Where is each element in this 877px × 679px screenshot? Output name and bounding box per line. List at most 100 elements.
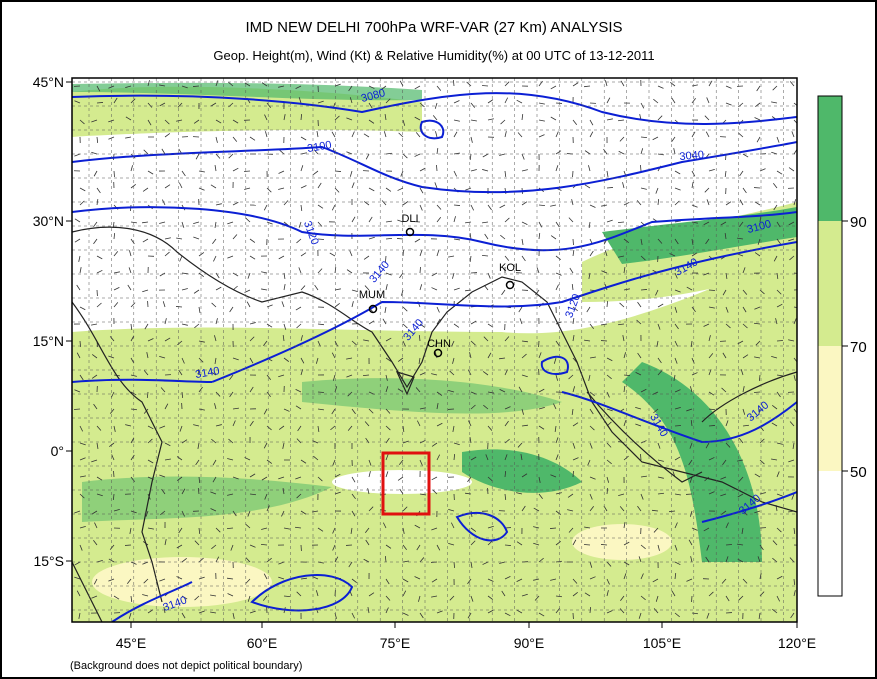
wind-barb — [689, 442, 693, 449]
wind-barb — [364, 285, 370, 291]
wind-barb — [419, 187, 424, 194]
wind-barb — [211, 438, 217, 444]
wind-barb — [738, 476, 744, 482]
wind-barb — [776, 170, 783, 175]
wind-barb — [703, 272, 710, 276]
wind-barb — [737, 237, 744, 240]
wind-barb — [317, 408, 324, 411]
wind-barb — [93, 170, 98, 177]
wind-barb — [385, 187, 392, 192]
wind-barb — [449, 595, 455, 601]
wind-barb — [159, 84, 166, 87]
wind-barb — [212, 476, 217, 483]
wind-barb — [772, 85, 778, 91]
wind-barb — [618, 255, 625, 258]
wind-barb — [708, 289, 716, 291]
wind-barb — [181, 170, 186, 177]
wind-barb — [670, 81, 676, 87]
wind-barb — [384, 114, 387, 121]
wind-barb — [772, 183, 778, 189]
wind-barb — [146, 391, 149, 399]
wind-barb — [589, 442, 593, 449]
wind-barb — [553, 403, 557, 410]
wind-barb — [214, 335, 217, 342]
wind-barb — [247, 272, 251, 279]
wind-barb — [113, 97, 118, 104]
wind-barb — [792, 442, 795, 449]
wind-barb — [113, 232, 116, 240]
wind-barb — [793, 374, 796, 381]
wind-barb — [470, 595, 474, 602]
height-contours — [72, 92, 797, 622]
wind-barb — [210, 184, 217, 189]
wind-barb — [448, 389, 455, 393]
wind-barb — [623, 201, 630, 206]
wind-barb — [720, 221, 727, 226]
wind-barb — [640, 187, 647, 190]
wind-barb — [555, 454, 559, 461]
wind-barb — [385, 544, 392, 549]
wind-barb — [278, 255, 285, 260]
wind-barb — [550, 204, 557, 207]
wind-barb — [467, 578, 472, 585]
wind-barb — [657, 476, 664, 479]
wind-barb — [467, 612, 472, 619]
wind-barb — [789, 421, 795, 427]
wind-barb — [261, 476, 268, 481]
wind-barb — [282, 442, 285, 449]
wind-barb — [283, 114, 286, 121]
wind-barb — [349, 97, 353, 104]
wind-barb — [147, 459, 154, 464]
wind-barb — [452, 357, 455, 364]
wind-barb — [414, 238, 421, 243]
wind-barb — [249, 473, 256, 478]
wind-barb — [78, 255, 81, 262]
city-marker — [505, 280, 515, 290]
wind-barb — [725, 201, 732, 206]
wind-barb — [385, 220, 392, 223]
wind-barb — [572, 591, 578, 597]
wind-barb — [113, 286, 120, 291]
wind-barb — [555, 150, 562, 155]
wind-barb — [776, 303, 783, 308]
wind-barb — [331, 131, 336, 138]
wind-barb — [674, 612, 680, 618]
wind-barb — [227, 221, 234, 225]
wind-barb — [434, 102, 438, 109]
wind-barb — [197, 487, 200, 495]
wind-barb — [722, 352, 727, 359]
wind-barb — [470, 540, 476, 546]
wind-barb — [640, 544, 646, 550]
wind-barb — [481, 254, 489, 257]
wind-barb — [300, 136, 307, 141]
wind-barb — [232, 272, 239, 277]
wind-barb — [283, 357, 290, 362]
wind-barb — [145, 510, 149, 517]
wind-barb — [278, 476, 285, 480]
wind-barb — [295, 306, 302, 311]
wind-barb — [96, 85, 101, 92]
wind-barb — [453, 131, 458, 138]
lon-label: 45°E — [116, 635, 147, 651]
wind-barb — [757, 238, 761, 245]
wind-barb — [674, 340, 678, 347]
wind-barb — [516, 609, 523, 614]
wind-barb — [453, 152, 460, 155]
wind-barb — [385, 237, 393, 240]
lon-label: 105°E — [643, 635, 681, 651]
wind-barb — [674, 389, 681, 393]
wind-barb — [193, 236, 200, 240]
wind-barb — [706, 97, 710, 104]
wind-barb — [499, 357, 506, 360]
wind-barb — [215, 424, 222, 427]
wind-barb — [130, 323, 133, 331]
wind-barb — [113, 170, 115, 178]
wind-barb — [385, 386, 389, 393]
city-label: KOL — [499, 262, 521, 274]
wind-barb — [384, 306, 387, 313]
wind-barb — [550, 116, 557, 121]
wind-barb — [348, 561, 353, 568]
lat-label: 15°N — [33, 333, 64, 349]
wind-barb — [227, 593, 234, 597]
wind-barb — [142, 221, 149, 224]
